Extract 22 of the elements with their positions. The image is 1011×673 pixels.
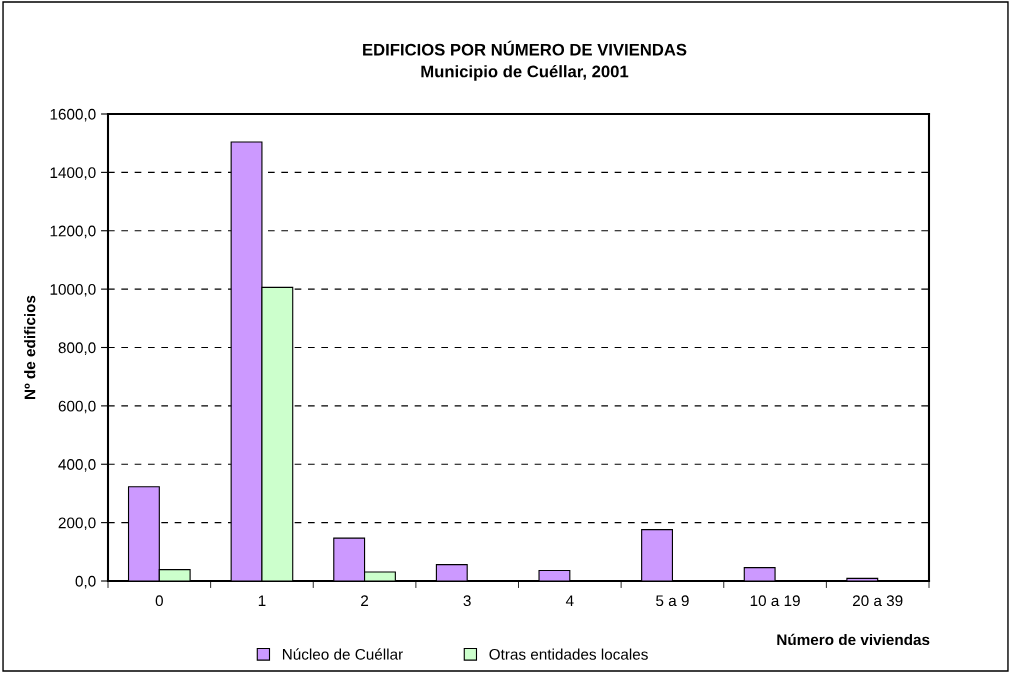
x-axis-title: Número de viviendas: [777, 633, 930, 646]
x-tick-label: 3: [463, 595, 471, 607]
y-tick-label: 400,0: [58, 459, 96, 472]
y-tick-label: 1000,0: [50, 283, 96, 297]
x-tick-label: 4: [565, 595, 574, 606]
y-tick-label: 200,0: [58, 517, 96, 531]
chart-title: EDIFICIOS POR NÚMERO DE VIVIENDAS Municipio de Cuéllar, 2001: [363, 40, 687, 81]
y-axis-title: Nº de edificios: [24, 295, 36, 399]
y-tick-label: 1600,0: [50, 108, 96, 122]
x-tick-label: 10 a 19: [750, 595, 800, 607]
y-tick-label: 800,0: [58, 342, 96, 355]
legend-label: Otras entidades locales: [489, 648, 648, 660]
y-tick-label: 0,0: [75, 575, 96, 589]
x-tick-label: 2: [361, 595, 369, 606]
legend-label: Núcleo de Cuéllar: [282, 648, 403, 660]
x-tick-label: 1: [258, 595, 266, 606]
x-tick-label: 5 a 9: [656, 595, 689, 607]
x-tick-label: 0: [155, 595, 163, 607]
y-tick-label: 1400,0: [50, 167, 96, 180]
x-tick-label: 20 a 39: [852, 595, 903, 607]
y-tick-label: 1200,0: [50, 225, 96, 239]
y-tick-label: 600,0: [58, 400, 96, 414]
